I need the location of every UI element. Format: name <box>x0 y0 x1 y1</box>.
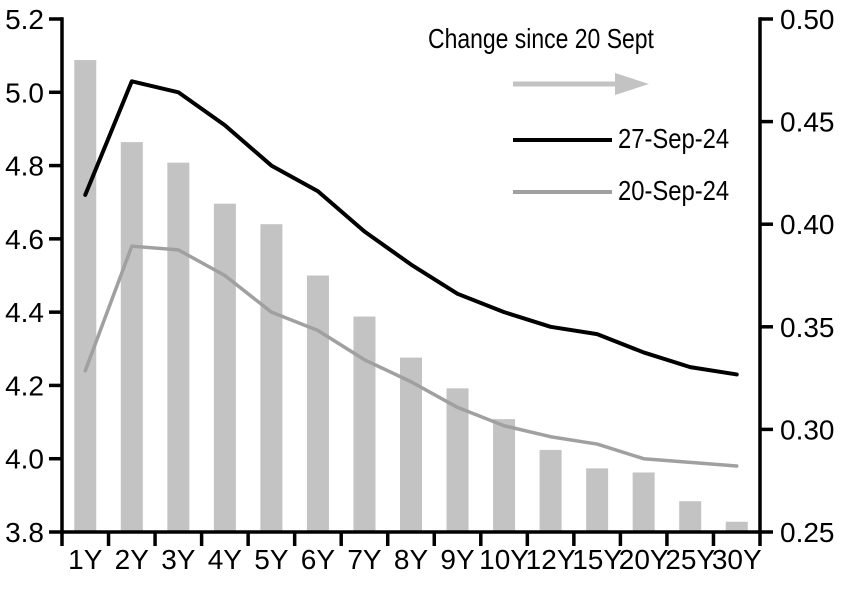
left-axis-tick-label: 4.0 <box>5 444 44 475</box>
x-axis-label: 10Y <box>479 544 529 575</box>
bar-8Y <box>400 357 422 533</box>
x-axis-label: 9Y <box>440 544 475 575</box>
left-axis-tick-label: 3.8 <box>5 517 44 548</box>
left-axis-tick-label: 4.4 <box>5 297 44 328</box>
legend-title: Change since 20 Sept <box>428 23 654 54</box>
right-axis-tick-label: 0.35 <box>780 312 835 343</box>
bar-2Y <box>120 142 143 533</box>
left-axis-tick-label: 4.8 <box>5 151 44 182</box>
right-axis-tick-label: 0.50 <box>780 4 835 35</box>
x-axis-label: 5Y <box>254 544 289 575</box>
bar-7Y <box>353 316 376 533</box>
x-axis-label: 8Y <box>394 544 429 575</box>
bar-12Y <box>539 449 562 533</box>
left-axis-tick-label: 4.6 <box>5 224 44 255</box>
bar-20Y <box>632 472 655 533</box>
x-axis-label: 2Y <box>115 544 150 575</box>
x-axis-label: 1Y <box>68 544 103 575</box>
right-axis-tick-label: 0.30 <box>780 414 835 445</box>
legend-line-sample-27sep <box>513 138 612 142</box>
bar-4Y <box>213 203 236 533</box>
x-axis-label: 20Y <box>619 544 669 575</box>
x-axis-label: 12Y <box>526 544 576 575</box>
line-20-Sep-24 <box>83 244 739 468</box>
right-axis-tick-label: 0.45 <box>780 107 835 138</box>
bar-6Y <box>306 275 329 533</box>
left-axis-tick-label: 5.2 <box>5 4 44 35</box>
x-axis-label: 30Y <box>712 544 762 575</box>
left-axis-tick-label: 4.2 <box>5 370 44 401</box>
bar-9Y <box>446 388 469 533</box>
bar-15Y <box>586 468 609 533</box>
x-axis-label: 4Y <box>208 544 243 575</box>
change-arrow-icon <box>513 73 649 95</box>
x-axis-label: 7Y <box>347 544 382 575</box>
legend-label-20sep: 20-Sep-24 <box>618 175 730 206</box>
x-axis-label: 15Y <box>572 544 622 575</box>
x-axis-label: 3Y <box>161 544 196 575</box>
bar-30Y <box>725 521 748 533</box>
bar-5Y <box>260 224 283 533</box>
bar-3Y <box>167 162 190 533</box>
line-27-Sep-24 <box>83 79 739 377</box>
right-axis-tick-label: 0.40 <box>780 209 835 240</box>
x-axis-label: 6Y <box>301 544 336 575</box>
bar-1Y <box>74 60 97 533</box>
legend-label-27sep: 27-Sep-24 <box>618 123 730 154</box>
bar-25Y <box>679 501 702 533</box>
legend-line-sample-20sep <box>513 190 612 194</box>
x-axis-label: 25Y <box>665 544 715 575</box>
bar-10Y <box>493 419 516 533</box>
left-axis-tick-label: 5.0 <box>5 77 44 108</box>
right-axis-tick-label: 0.25 <box>780 517 835 548</box>
